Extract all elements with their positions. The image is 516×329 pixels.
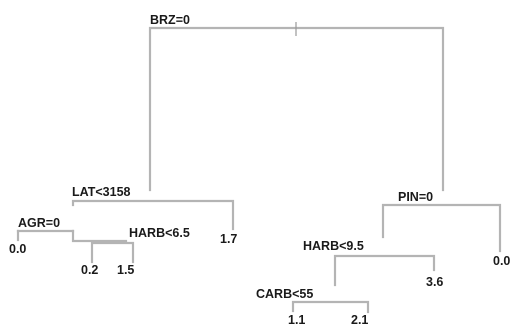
node-harb-left-label: HARB<6.5 xyxy=(129,226,190,240)
node-lat-label: LAT<3158 xyxy=(72,185,131,199)
leaf-carb-left: 1.1 xyxy=(288,313,305,327)
edge-root xyxy=(148,26,445,192)
node-harb-right-label: HARB<9.5 xyxy=(303,239,364,253)
edge-agr-right xyxy=(71,229,128,243)
leaf-harb-left-a: 0.2 xyxy=(81,263,98,277)
node-agr-label: AGR=0 xyxy=(18,216,60,230)
edge-lat xyxy=(71,199,235,231)
node-root-label: BRZ=0 xyxy=(150,13,190,27)
edge-pin xyxy=(381,203,502,253)
node-carb-label: CARB<55 xyxy=(256,287,313,301)
edge-harb-right xyxy=(333,254,436,287)
leaf-pin-right: 0.0 xyxy=(493,254,510,268)
leaf-lat-right: 1.7 xyxy=(220,232,237,246)
leaf-carb-right: 2.1 xyxy=(351,313,368,327)
edge-harb-left xyxy=(90,241,135,264)
leaf-harb-right-right: 3.6 xyxy=(426,275,443,289)
node-pin-label: PIN=0 xyxy=(398,190,433,204)
leaf-agr-left: 0.0 xyxy=(9,242,26,256)
leaf-harb-left-b: 1.5 xyxy=(117,263,134,277)
edge-carb xyxy=(291,300,370,314)
